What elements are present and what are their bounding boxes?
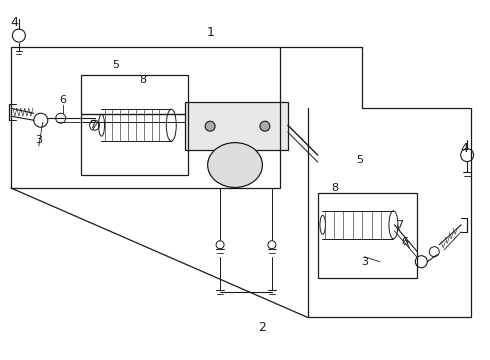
Bar <box>11 46 280 188</box>
Text: 6: 6 <box>401 237 408 247</box>
Text: 1: 1 <box>206 26 214 39</box>
Text: 4: 4 <box>460 141 468 155</box>
Ellipse shape <box>208 143 263 188</box>
Text: 2: 2 <box>258 321 266 334</box>
Text: 8: 8 <box>331 183 338 193</box>
Text: 7: 7 <box>396 220 403 230</box>
Circle shape <box>205 121 215 131</box>
Text: 3: 3 <box>361 257 368 267</box>
Polygon shape <box>185 102 288 150</box>
Text: 3: 3 <box>35 135 42 145</box>
Text: 8: 8 <box>139 75 146 85</box>
Circle shape <box>260 121 270 131</box>
Text: 7: 7 <box>89 120 96 130</box>
Text: 5: 5 <box>112 60 119 71</box>
Text: 6: 6 <box>59 95 66 105</box>
Bar <box>318 193 417 278</box>
Text: 4: 4 <box>10 16 18 29</box>
Bar <box>81 75 188 175</box>
Text: 5: 5 <box>356 155 363 165</box>
